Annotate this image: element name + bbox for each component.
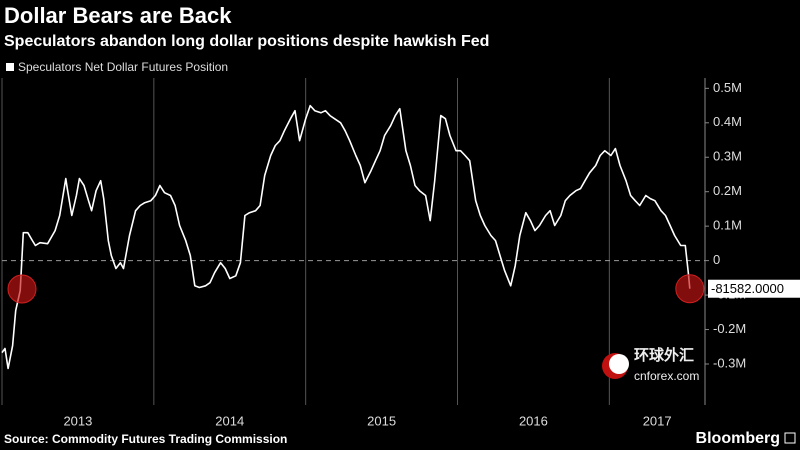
watermark-logo: [609, 354, 629, 374]
annotation-label: -81582.0000: [711, 281, 784, 296]
watermark-text: 环球外汇: [634, 346, 694, 364]
y-tick-label: 0.5M: [713, 80, 742, 95]
y-tick-label: -0.2M: [713, 321, 746, 336]
highlight-circle: [7, 274, 37, 304]
x-tick-label: 2016: [519, 413, 548, 428]
legend-swatch: [6, 63, 14, 71]
x-tick-label: 2013: [63, 413, 92, 428]
brand: Bloomberg: [696, 430, 780, 447]
legend-label: Speculators Net Dollar Futures Position: [18, 60, 228, 74]
watermark: 环球外汇 cnforex.com: [602, 346, 699, 383]
y-tick-label: -0.3M: [713, 355, 746, 370]
x-tick-label: 2014: [215, 413, 244, 428]
y-tick-label: 0.4M: [713, 114, 742, 129]
highlight-circle: [675, 274, 705, 304]
annotation-box: [708, 279, 800, 298]
x-tick-label: 2015: [367, 413, 396, 428]
y-tick-label: 0.1M: [713, 218, 742, 233]
y-tick-label: 0.2M: [713, 183, 742, 198]
y-tick-label: 0: [713, 252, 720, 267]
y-tick-label: 0.3M: [713, 149, 742, 164]
brand-icon: [784, 432, 796, 444]
watermark-text: cnforex.com: [634, 369, 699, 383]
chart-subtitle: Speculators abandon long dollar position…: [4, 33, 489, 50]
chart-title: Dollar Bears are Back: [4, 3, 232, 28]
series-line: [1, 104, 691, 370]
source: Source: Commodity Futures Trading Commis…: [4, 432, 287, 446]
x-tick-label: 2017: [643, 413, 672, 428]
